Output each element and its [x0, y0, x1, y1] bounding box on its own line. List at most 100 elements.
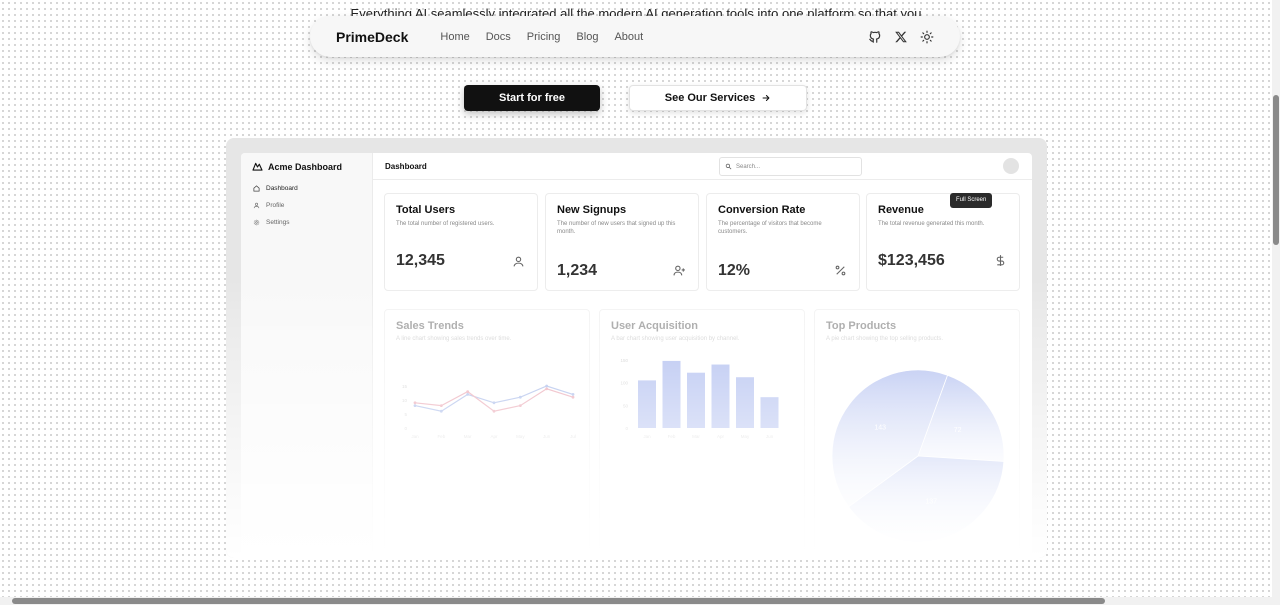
full-screen-tooltip: Full Screen	[950, 193, 993, 208]
x-tick-label: Mar	[692, 434, 700, 439]
x-tick-label: Jul	[570, 434, 576, 439]
series-point	[413, 404, 417, 407]
card-value: 12%	[718, 262, 751, 279]
series-point	[466, 390, 470, 393]
nav-link-blog[interactable]: Blog	[576, 30, 599, 43]
pie-slice-label: 143	[874, 425, 886, 432]
y-tick-label: 100	[620, 381, 628, 386]
series-point	[439, 404, 443, 407]
avatar[interactable]	[1003, 158, 1019, 174]
nav-link-pricing[interactable]: Pricing	[526, 30, 561, 43]
y-tick-label: 0	[625, 426, 628, 431]
y-tick-label: 50	[623, 403, 629, 408]
chart-card-sales-trends: Sales Trends A line chart showing sales …	[384, 309, 590, 558]
y-tick-label: 10	[402, 398, 408, 403]
x-tick-label: Jan	[643, 434, 651, 439]
x-tick-label: May	[741, 434, 750, 439]
bar	[662, 360, 681, 428]
sidebar-item-label: Settings	[266, 219, 290, 226]
bar	[638, 380, 656, 428]
user-icon	[253, 202, 260, 209]
card-conversion-rate: Conversion Rate The percentage of visito…	[706, 193, 860, 291]
chart-card-top-products: Top Products A pie chart showing the top…	[814, 309, 1020, 558]
series-point	[492, 401, 496, 405]
series-point	[571, 393, 575, 396]
horizontal-scrollbar-thumb[interactable]	[12, 598, 1105, 604]
card-new-signups: New Signups The number of new users that…	[545, 193, 699, 291]
see-our-services-label: See Our Services	[664, 92, 756, 104]
horizontal-scrollbar[interactable]	[0, 597, 1272, 605]
bar	[711, 364, 730, 428]
bar	[736, 377, 754, 428]
dashboard-preview-frame: Acme Dashboard Dashboard Profile Setting…	[226, 138, 1047, 558]
x-twitter-icon[interactable]	[894, 30, 908, 44]
nav-links: Home Docs Pricing Blog About	[440, 31, 643, 43]
sidebar-item-settings[interactable]: Settings	[241, 214, 372, 231]
x-tick-label: May	[516, 434, 525, 439]
dashboard-search-input[interactable]: Search...	[719, 157, 862, 176]
y-tick-label: 15	[402, 384, 408, 389]
series-point	[413, 401, 417, 405]
dollar-icon	[996, 255, 1005, 266]
card-value: 1,234	[557, 262, 598, 279]
series-point	[466, 393, 470, 396]
sidebar-item-dashboard[interactable]: Dashboard	[241, 180, 372, 197]
x-tick-label: Jan	[411, 434, 419, 439]
x-tick-label: Apr	[717, 434, 725, 439]
x-tick-label: Apr	[490, 434, 498, 439]
percent-icon	[835, 265, 846, 276]
nav-link-about[interactable]: About	[614, 30, 644, 43]
mountain-icon	[252, 162, 263, 171]
user-acquisition-chart: 0 50 100 150 Jan Feb Mar Apr May Jun	[620, 358, 779, 439]
card-description: The total number of registered users.	[396, 221, 495, 227]
series-point	[492, 409, 496, 413]
series-point	[571, 395, 575, 399]
gear-icon	[253, 219, 260, 226]
home-icon	[253, 185, 260, 192]
card-total-users: Total Users The total number of register…	[384, 193, 538, 291]
x-tick-label: Feb	[668, 434, 676, 439]
vertical-scrollbar-thumb[interactable]	[1273, 95, 1279, 245]
bar	[760, 397, 779, 428]
sidebar-item-profile[interactable]: Profile	[241, 197, 372, 214]
series-point	[518, 395, 522, 399]
github-icon[interactable]	[868, 30, 882, 44]
pie-slice-label: 72	[954, 427, 962, 434]
x-tick-label: Feb	[437, 434, 445, 439]
vertical-scrollbar[interactable]	[1272, 0, 1280, 605]
series-point	[545, 384, 549, 388]
sun-icon[interactable]	[920, 30, 934, 44]
dashboard-topbar: Dashboard	[373, 153, 1032, 180]
series-point	[518, 404, 522, 407]
chart-card-user-acquisition: User Acquisition A bar chart showing use…	[599, 309, 805, 558]
see-our-services-button[interactable]: See Our Services	[629, 85, 807, 111]
user-plus-icon	[673, 265, 685, 276]
series-point	[545, 387, 549, 391]
card-title: Total Users	[396, 204, 456, 216]
card-description: The percentage of visitors that become c…	[718, 221, 822, 235]
nav-link-docs[interactable]: Docs	[485, 30, 511, 43]
nav-link-home[interactable]: Home	[440, 30, 470, 43]
card-title: Revenue	[878, 204, 924, 216]
nav-icons	[868, 30, 934, 44]
series-line-1	[414, 388, 574, 412]
dashboard-brand[interactable]: Acme Dashboard	[241, 153, 372, 180]
card-description: The number of new users that signed up t…	[557, 221, 676, 235]
arrow-right-icon	[762, 94, 770, 102]
start-for-free-button[interactable]: Start for free	[464, 85, 600, 111]
dashboard-preview: Acme Dashboard Dashboard Profile Setting…	[241, 153, 1032, 558]
card-title: New Signups	[557, 204, 627, 216]
user-icon	[513, 256, 524, 267]
card-value: $123,456	[878, 252, 945, 269]
top-products-chart: 72 137 143	[831, 369, 1005, 543]
brand-logo[interactable]: PrimeDeck	[336, 28, 409, 45]
dashboard-page-title: Dashboard	[385, 161, 427, 171]
sidebar-item-label: Profile	[266, 202, 285, 209]
x-tick-label: Jun	[766, 434, 774, 439]
y-tick-label: 5	[404, 412, 407, 417]
search-placeholder: Search...	[736, 163, 761, 170]
dashboard-brand-label: Acme Dashboard	[268, 161, 343, 172]
y-tick-label: 150	[620, 358, 628, 363]
card-description: The total revenue generated this month.	[878, 221, 985, 227]
card-revenue: Revenue The total revenue generated this…	[866, 193, 1020, 291]
